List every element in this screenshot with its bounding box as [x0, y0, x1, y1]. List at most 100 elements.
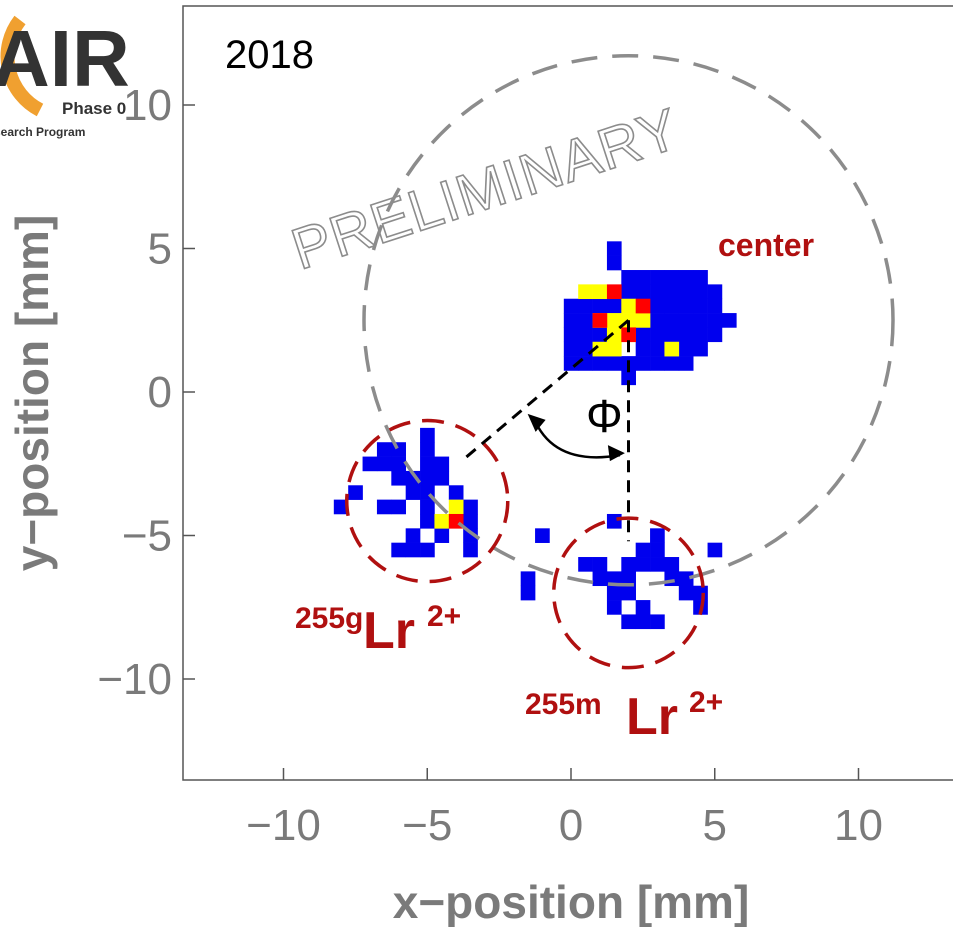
heatmap-cell-low	[693, 327, 708, 343]
heatmap-cell-low	[650, 313, 665, 328]
label-phi: Φ	[586, 390, 623, 442]
heatmap-cell-low	[650, 528, 665, 543]
heatmap-cell-low	[707, 284, 723, 300]
heatmap-cell-low	[707, 327, 723, 343]
heatmap-cell-mid	[621, 298, 636, 314]
heatmap-cell-low	[606, 585, 622, 601]
circle-255m	[552, 516, 705, 670]
heatmap-cell-low	[678, 298, 694, 314]
heatmap-cell-low	[678, 571, 694, 587]
heatmap-cell-low	[578, 327, 593, 343]
heatmap-cell-low	[621, 284, 636, 300]
heatmap-cell-low	[405, 470, 421, 486]
y-tick-label: 10	[123, 81, 172, 130]
heatmap-cell-low	[693, 341, 708, 357]
y-tick-label: −10	[97, 655, 172, 704]
heatmap-cell-low	[420, 427, 435, 443]
heatmap-cell-low	[707, 298, 723, 314]
heatmap-cell-low	[606, 571, 622, 587]
heatmap-cell-low	[463, 513, 478, 529]
heatmap-cell-low	[578, 557, 593, 572]
heatmap-cell-high	[592, 313, 608, 328]
heatmap-cell-low	[520, 571, 536, 587]
heatmap-cell-low	[592, 571, 608, 587]
heatmap-cell-low	[678, 341, 694, 357]
heatmap-cell-low	[664, 571, 680, 587]
heatmap-cell-low	[463, 528, 478, 543]
heatmap-cell-mid	[578, 284, 593, 300]
heatmap-cell-low	[650, 327, 665, 343]
label-255m-ion: Lr	[626, 688, 678, 746]
label-255g-lr: 255g Lr 2+	[295, 600, 461, 660]
heatmap-cell-low	[420, 542, 435, 558]
heatmap-cell-low	[420, 499, 435, 515]
heatmap-cell-low	[606, 513, 622, 529]
heatmap-cell-mid	[606, 341, 622, 357]
heatmap-cell-low	[420, 456, 435, 472]
plot-frame	[182, 5, 953, 781]
y-axis-title: y−position [mm]	[6, 215, 58, 572]
heatmap-cell-high	[606, 284, 622, 300]
heatmap-cell-low	[693, 270, 708, 285]
heatmap-cell-low	[578, 356, 593, 371]
heatmap-cell-low	[463, 499, 478, 515]
heatmap-cell-low	[635, 557, 651, 572]
heatmap-cell-low	[563, 298, 579, 314]
heatmap-cell-low	[635, 356, 651, 371]
heatmap-cell-low	[621, 270, 636, 285]
heatmap-cell-low	[650, 614, 665, 630]
x-tick-label: −10	[246, 801, 321, 850]
heatmap-cell-low	[678, 327, 694, 343]
label-255m-lr: 255m Lr 2+	[525, 686, 723, 746]
heatmap-cell-low	[693, 313, 708, 328]
heatmap-cell-low	[664, 313, 680, 328]
heatmap-cell-low	[635, 327, 651, 343]
heatmap-cell-low	[606, 356, 622, 371]
heatmap-cell-low	[391, 542, 406, 558]
heatmap-cell-low	[362, 456, 378, 472]
heatmap-cell-low	[621, 557, 636, 572]
heatmap-cell-low	[650, 542, 665, 558]
heatmap-cell-mid	[635, 313, 651, 328]
heatmap-cell-mid	[664, 341, 680, 357]
heatmap-cells	[333, 241, 737, 630]
heatmap-cell-low	[635, 341, 651, 357]
heatmap-cell-low	[678, 270, 694, 285]
overlays	[345, 54, 895, 670]
heatmap-cell-low	[707, 313, 723, 328]
heatmap-cell-low	[563, 313, 579, 328]
angle-arrowhead-right	[607, 445, 625, 462]
heatmap-cell-low	[635, 600, 651, 615]
heatmap-cell-low	[463, 542, 478, 558]
logo-line-1: Phase 0	[62, 99, 126, 118]
chart-title-year: 2018	[225, 33, 314, 77]
heatmap-cell-low	[650, 284, 665, 300]
angle-line-diagonal	[460, 319, 630, 463]
heatmap-cell-high	[635, 298, 651, 314]
heatmap-cell-low	[664, 557, 680, 572]
heatmap-cell-low	[420, 470, 435, 486]
heatmap-cell-low	[376, 499, 392, 515]
y-tick-label: −5	[122, 512, 172, 561]
heatmap-cell-low	[535, 528, 550, 543]
heatmap-cell-low	[635, 614, 651, 630]
heatmap-cell-low	[635, 284, 651, 300]
preliminary-watermark: PRELIMINARY	[284, 96, 688, 282]
y-tick-label: 5	[148, 225, 172, 274]
logo-arc	[0, 15, 44, 117]
label-255m-charge: 2+	[689, 686, 723, 719]
heatmap-cell-low	[563, 327, 579, 343]
heatmap-cell-low	[664, 270, 680, 285]
heatmap-cell-mid	[606, 327, 622, 343]
heatmap-cell-low	[520, 585, 536, 601]
heatmap-cell-low	[578, 298, 593, 314]
heatmap-cell-low	[420, 442, 435, 457]
heatmap-cell-low	[391, 499, 406, 515]
heatmap-cell-mid	[606, 313, 622, 328]
heatmap-cell-low	[635, 270, 651, 285]
heatmap-cell-low	[621, 585, 636, 601]
heatmap-cell-low	[592, 356, 608, 371]
heatmap-cell-low	[664, 356, 680, 371]
